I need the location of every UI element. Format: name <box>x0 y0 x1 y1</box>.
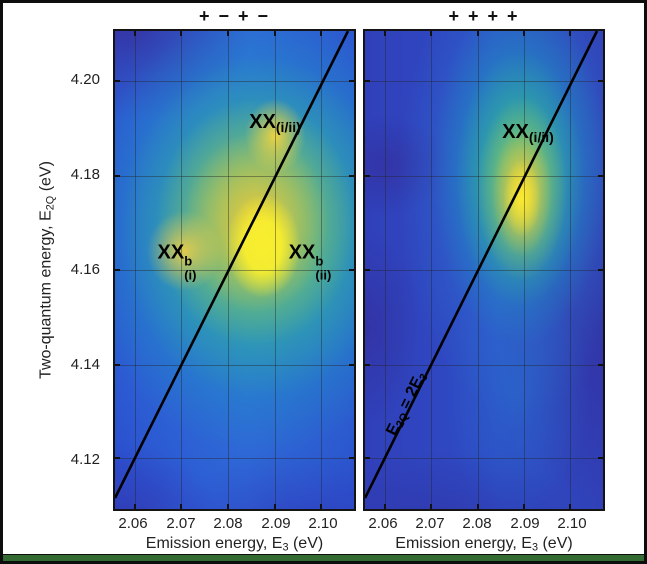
gridline <box>115 80 354 83</box>
contour-panel-left: XX(i/ii) XX b (i) XX b (ii) <box>113 29 356 511</box>
x-tick-label: 2.07 <box>415 515 445 532</box>
x-tick-label: 2.08 <box>462 515 492 532</box>
gridline <box>429 31 432 509</box>
x-tick-label: 2.09 <box>510 515 540 532</box>
x-axis-label-right: Emission energy, E3 (eV) <box>395 535 573 554</box>
gridline <box>115 363 354 366</box>
contour-field-left <box>115 31 354 509</box>
gridline <box>365 457 603 460</box>
x-tick-label: 2.09 <box>261 515 291 532</box>
gridline <box>569 31 572 509</box>
annotation-xxb-i: XX b (i) <box>157 241 197 283</box>
gridline <box>180 31 183 509</box>
panel-left-title: + − + − <box>198 6 271 26</box>
x-tick-label: 2.10 <box>308 515 338 532</box>
gridline <box>383 31 386 509</box>
x-tick-label: 2.06 <box>368 515 398 532</box>
gridline <box>273 31 276 509</box>
diagonal-line-right <box>365 31 599 499</box>
annotation-xx-i-ii-left: XX(i/ii) <box>249 111 301 135</box>
annotation-xxb-ii: XX b (ii) <box>288 241 332 283</box>
gridline <box>365 80 603 83</box>
x-tick-label: 2.06 <box>118 515 148 532</box>
x-axis-label-left: Emission energy, E3 (eV) <box>145 535 324 554</box>
x-tick-label: 2.07 <box>166 515 196 532</box>
y-tick-label: 4.20 <box>70 71 100 88</box>
y-axis-label: Two-quantum energy, E2Q (eV) <box>37 161 57 379</box>
contour-panel-right: XX(i/ii) E2Q = 2E3 <box>363 29 605 511</box>
panel-right-title: + + + + <box>448 6 520 26</box>
y-tick-label: 4.18 <box>70 166 100 183</box>
x-tick-label: 2.08 <box>213 515 243 532</box>
gridline <box>115 457 354 460</box>
gridline <box>320 31 323 509</box>
gridline <box>365 363 603 366</box>
gridline <box>365 174 603 177</box>
y-tick-label: 4.12 <box>70 451 100 468</box>
gridline <box>133 31 136 509</box>
x-tick-label: 2.10 <box>557 515 587 532</box>
gridline <box>522 31 525 509</box>
gridline <box>365 269 603 271</box>
y-tick-label: 4.16 <box>70 261 100 278</box>
gridline <box>115 174 354 177</box>
gridline <box>115 269 354 271</box>
diagonal-line-left <box>115 31 350 499</box>
contour-field-right <box>365 31 603 509</box>
annotation-xx-i-ii-right: XX(i/ii) <box>502 121 554 145</box>
bottom-border-strip <box>3 554 644 561</box>
y-tick-label: 4.14 <box>70 356 100 373</box>
